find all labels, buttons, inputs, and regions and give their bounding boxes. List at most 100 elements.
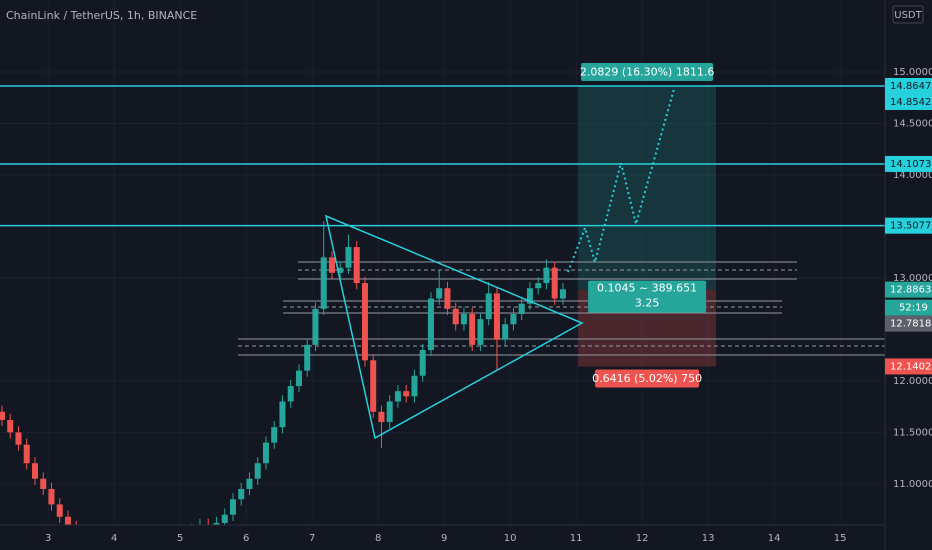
x-tick-label: 9 bbox=[441, 533, 447, 544]
candle-body bbox=[518, 303, 525, 314]
center-label-box bbox=[588, 280, 707, 313]
x-tick-label: 8 bbox=[375, 533, 381, 544]
candle-body bbox=[502, 324, 509, 340]
candle-body bbox=[279, 401, 286, 428]
candle-body bbox=[535, 283, 542, 289]
currency: USDT bbox=[894, 10, 922, 21]
candle-body bbox=[526, 288, 533, 304]
y-tick-label: 14.5000 bbox=[893, 119, 932, 130]
candle-body bbox=[295, 370, 302, 387]
candle-body bbox=[48, 488, 55, 505]
candle-body bbox=[262, 442, 269, 464]
candle-body bbox=[436, 288, 443, 299]
candle-body bbox=[328, 257, 335, 273]
x-tick-label: 12 bbox=[636, 533, 649, 544]
candles bbox=[0, 221, 566, 525]
candle-body bbox=[337, 267, 344, 273]
price-label-box bbox=[885, 217, 932, 234]
candle-body bbox=[427, 298, 434, 350]
candle-body bbox=[411, 375, 418, 397]
x-tick-label: 14 bbox=[768, 533, 781, 544]
candle-body bbox=[469, 313, 476, 345]
candle-body bbox=[64, 516, 71, 525]
candle-body bbox=[15, 432, 22, 445]
price-label-box bbox=[885, 281, 932, 298]
candle-body bbox=[477, 319, 484, 345]
stop-label-box bbox=[595, 369, 700, 388]
target-label: 2.0829 (16.30%) 1811.6 bbox=[580, 65, 715, 78]
candle-body bbox=[287, 386, 294, 402]
price-label: 12.1402 bbox=[890, 361, 931, 372]
candle-body bbox=[320, 257, 327, 309]
candle-body bbox=[370, 360, 377, 412]
price-label-box bbox=[885, 358, 932, 375]
candle-body bbox=[551, 267, 558, 299]
x-tick-label: 15 bbox=[834, 533, 847, 544]
currency-box bbox=[892, 5, 924, 24]
candle-body bbox=[493, 293, 500, 340]
x-tick-label: 4 bbox=[111, 533, 117, 544]
candle-body bbox=[254, 463, 261, 479]
candle-body bbox=[23, 444, 30, 464]
candle-body bbox=[7, 420, 14, 433]
price-label: 13.5077 bbox=[890, 221, 931, 232]
candle-body bbox=[378, 411, 385, 423]
x-tick-label: 10 bbox=[504, 533, 517, 544]
candle-body bbox=[485, 293, 492, 320]
candle-body bbox=[510, 313, 517, 325]
x-tick-label: 11 bbox=[570, 533, 583, 544]
x-tick-label: 3 bbox=[45, 533, 51, 544]
center-label: 0.1045 ~ 389.651 bbox=[597, 282, 697, 295]
candle-body bbox=[229, 499, 236, 515]
levels bbox=[0, 85, 885, 227]
price-label-box bbox=[885, 315, 932, 332]
candle-body bbox=[213, 522, 220, 525]
candle-body bbox=[246, 478, 253, 489]
candle-body bbox=[386, 401, 393, 423]
chart-title: ChainLink / TetherUS, 1h, BINANCE bbox=[6, 9, 197, 22]
price-label: 12.7818 bbox=[890, 319, 931, 330]
price-label: 14.8647 bbox=[890, 81, 931, 92]
target-label-box bbox=[581, 62, 714, 81]
candle-body bbox=[559, 289, 566, 299]
candle-body bbox=[56, 504, 63, 517]
y-tick-label: 14.0000 bbox=[893, 170, 932, 181]
candle-body bbox=[31, 463, 38, 479]
candle-body bbox=[304, 344, 311, 371]
drawings bbox=[238, 261, 885, 356]
candle-body bbox=[361, 283, 368, 361]
candle-body bbox=[345, 247, 352, 268]
x-tick-label: 5 bbox=[177, 533, 183, 544]
pattern bbox=[324, 88, 675, 440]
candle-body bbox=[40, 478, 47, 489]
x-tick-label: 6 bbox=[243, 533, 249, 544]
price-label: 14.8542 bbox=[890, 97, 931, 108]
y-tick-label: 12.0000 bbox=[893, 376, 932, 387]
candle-body bbox=[460, 313, 467, 325]
stop-label: 0.6416 (5.02%) 750 bbox=[592, 372, 702, 385]
price-label: 14.1073 bbox=[890, 159, 931, 170]
candle-body bbox=[221, 514, 228, 523]
y-tick-label: 11.0000 bbox=[893, 479, 932, 490]
price-label-box bbox=[885, 155, 932, 172]
countdown: 52:19 bbox=[899, 303, 928, 314]
candle-body bbox=[0, 411, 5, 420]
y-tick-label: 13.0000 bbox=[893, 273, 932, 284]
countdown-box bbox=[885, 299, 932, 316]
x-tick-label: 13 bbox=[702, 533, 715, 544]
candle-body bbox=[271, 427, 278, 443]
price-label-box bbox=[885, 77, 932, 94]
annotations: 2.0829 (16.30%) 1811.6 0.1045 ~ 389.651 3.… bbox=[580, 62, 715, 388]
candle-body bbox=[419, 350, 426, 376]
y-tick-label: 11.5000 bbox=[893, 427, 932, 438]
candle-body bbox=[394, 391, 401, 402]
candle-body bbox=[452, 308, 459, 325]
x-tick-label: 7 bbox=[309, 533, 315, 544]
candle-body bbox=[238, 488, 245, 500]
candle-body bbox=[444, 288, 451, 309]
price-label: 12.8863 bbox=[890, 285, 931, 296]
center-label-2: 3.25 bbox=[635, 297, 660, 310]
candle-body bbox=[403, 391, 410, 397]
candle-body bbox=[353, 247, 360, 284]
